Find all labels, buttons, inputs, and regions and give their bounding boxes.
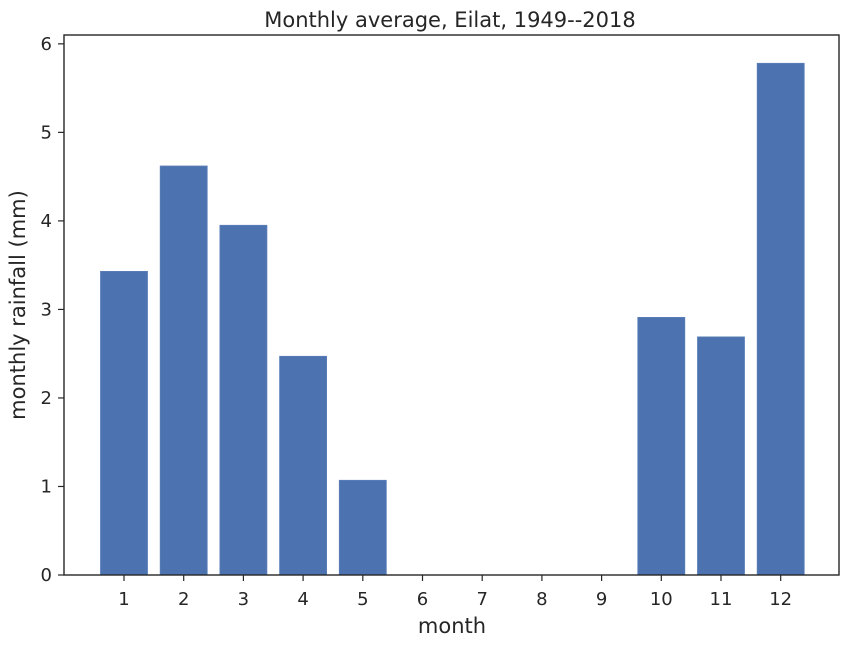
bar-month-3 — [219, 224, 268, 576]
x-tick-label: 6 — [417, 589, 428, 610]
plot-frame — [63, 34, 840, 576]
x-tick-label: 4 — [297, 589, 308, 610]
y-tick-label: 0 — [41, 565, 52, 586]
x-tick-label: 3 — [238, 589, 249, 610]
y-tick-label: 6 — [41, 34, 52, 55]
x-tick-label: 5 — [357, 589, 368, 610]
y-tick-label: 4 — [41, 211, 52, 232]
x-tick-label: 9 — [596, 589, 607, 610]
x-tick-label: 10 — [650, 589, 673, 610]
chart-title: Monthly average, Eilat, 1949--2018 — [264, 8, 636, 32]
x-tick-label: 12 — [769, 589, 792, 610]
y-tick-label: 3 — [41, 299, 52, 320]
y-tick-label: 2 — [41, 388, 52, 409]
bar-month-1 — [100, 270, 148, 576]
x-tick-label: 2 — [178, 589, 189, 610]
bar-month-11 — [697, 336, 745, 576]
bar-month-2 — [159, 165, 208, 576]
bar-month-12 — [756, 62, 805, 576]
bars-layer — [100, 62, 805, 576]
bar-month-5 — [338, 479, 387, 576]
y-axis-label: monthly rainfall (mm) — [6, 190, 30, 420]
y-tick-label: 5 — [41, 122, 52, 143]
bar-month-10 — [637, 316, 686, 576]
bar-month-4 — [279, 355, 328, 576]
x-tick-label: 8 — [536, 589, 547, 610]
x-tick-label: 7 — [476, 589, 487, 610]
x-tick-label: 11 — [710, 589, 733, 610]
y-tick-label: 1 — [41, 476, 52, 497]
x-tick-label: 1 — [118, 589, 129, 610]
x-axis-label: month — [418, 614, 486, 638]
